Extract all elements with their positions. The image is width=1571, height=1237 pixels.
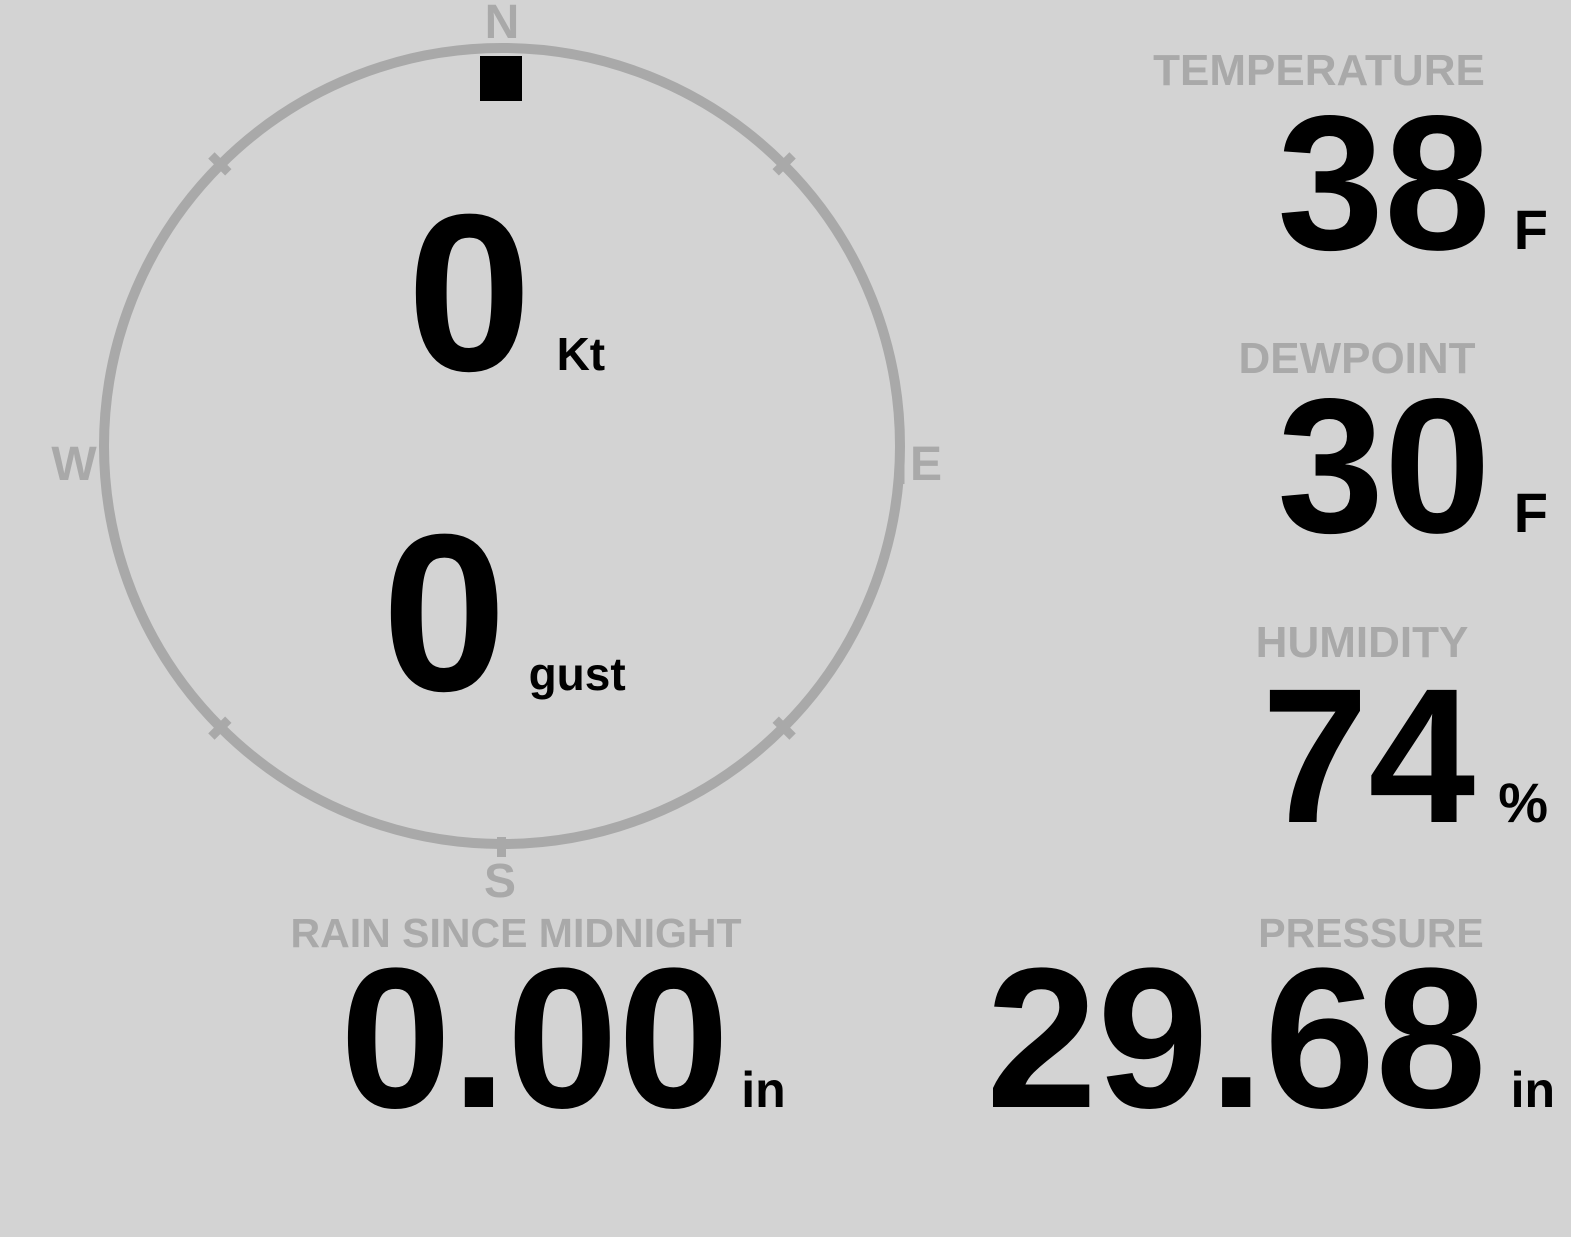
- temperature-unit: F: [1513, 198, 1548, 261]
- rain-since-midnight-readout: 0.00 in: [340, 939, 786, 1139]
- dewpoint-label: DEWPOINT: [1238, 334, 1476, 383]
- rain-since-midnight-value: 0.00: [340, 927, 730, 1150]
- humidity-unit: %: [1498, 771, 1548, 834]
- wind-speed-value: 0: [407, 168, 532, 418]
- wind-speed-readout: 0 Kt: [407, 181, 605, 405]
- cardinal-north: N: [485, 0, 520, 49]
- humidity-label: HUMIDITY: [1255, 618, 1469, 667]
- dewpoint-unit: F: [1513, 481, 1548, 544]
- compass-ticks: [208, 152, 905, 857]
- wind-compass: N E S W: [51, 0, 942, 908]
- pressure-label: PRESSURE: [1258, 910, 1484, 956]
- humidity-value: 74: [1261, 648, 1476, 863]
- dewpoint-value: 30: [1277, 358, 1491, 573]
- wind-gust-value: 0: [382, 488, 507, 738]
- dewpoint-readout: 30 F: [1277, 370, 1548, 562]
- rain-since-midnight-unit: in: [741, 1062, 786, 1118]
- cardinal-west: W: [51, 438, 97, 491]
- pressure-value: 29.68: [986, 927, 1487, 1150]
- wind-direction-marker: [480, 56, 522, 101]
- cardinal-south: S: [484, 855, 516, 908]
- temperature-readout: 38 F: [1277, 87, 1548, 279]
- cardinal-east: E: [910, 438, 942, 491]
- temperature-value: 38: [1277, 75, 1491, 290]
- wind-gust-unit: gust: [528, 648, 626, 700]
- humidity-readout: 74 %: [1262, 660, 1548, 852]
- temperature-label: TEMPERATURE: [1153, 46, 1485, 95]
- pressure-readout: 29.68 in: [986, 939, 1555, 1139]
- wind-speed-unit: Kt: [556, 328, 606, 380]
- rain-since-midnight-label: RAIN SINCE MIDNIGHT: [290, 910, 742, 956]
- pressure-unit: in: [1510, 1062, 1555, 1118]
- wind-gust-readout: 0 gust: [382, 501, 626, 725]
